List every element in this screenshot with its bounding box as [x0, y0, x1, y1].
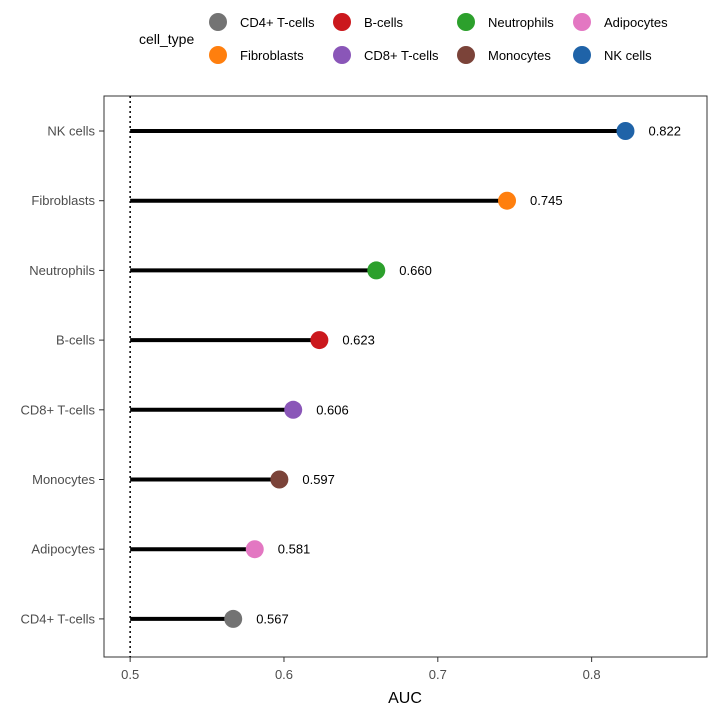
- data-label: 0.745: [530, 193, 563, 208]
- data-label: 0.581: [278, 542, 311, 557]
- legend-label: CD4+ T-cells: [240, 15, 315, 30]
- data-point: [367, 261, 386, 280]
- legend-label: Fibroblasts: [240, 48, 304, 63]
- data-point: [284, 400, 303, 419]
- legend-label: CD8+ T-cells: [364, 48, 439, 63]
- data-label: 0.606: [316, 402, 349, 417]
- data-point: [224, 609, 243, 628]
- legend-key: [333, 46, 351, 64]
- data-point: [310, 331, 329, 350]
- plot-panel: [103, 95, 708, 658]
- data-label: 0.567: [256, 611, 289, 626]
- legend-label: NK cells: [604, 48, 652, 63]
- legend-title: cell_type: [139, 31, 194, 47]
- x-tick-label: 0.6: [275, 667, 293, 682]
- legend: cell_type CD4+ T-cells B-cells Neutrophils…: [139, 13, 668, 64]
- y-tick-label: Fibroblasts: [31, 193, 95, 208]
- x-tick-label: 0.5: [121, 667, 139, 682]
- x-tick-label: 0.7: [429, 667, 447, 682]
- y-tick-label: B-cells: [56, 333, 96, 348]
- data-label: 0.660: [399, 263, 432, 278]
- data-label: 0.597: [302, 472, 335, 487]
- legend-key: [573, 46, 591, 64]
- y-tick-label: CD4+ T-cells: [20, 611, 95, 626]
- data-label: 0.822: [648, 124, 681, 139]
- y-axis: NK cells Fibroblasts Neutrophils B-cells CD8…: [20, 124, 104, 626]
- data-point: [498, 191, 517, 210]
- data-point: [270, 470, 289, 489]
- legend-key: [457, 13, 475, 31]
- x-axis: 0.5 0.6 0.7 0.8: [121, 657, 601, 682]
- legend-key: [457, 46, 475, 64]
- y-tick-label: Monocytes: [32, 472, 95, 487]
- legend-key: [209, 46, 227, 64]
- data-point: [245, 540, 264, 559]
- y-tick-label: Neutrophils: [29, 263, 95, 278]
- y-tick-label: CD8+ T-cells: [20, 402, 95, 417]
- y-tick-label: NK cells: [47, 124, 95, 139]
- legend-label: Neutrophils: [488, 15, 554, 30]
- legend-key: [333, 13, 351, 31]
- y-tick-label: Adipocytes: [31, 542, 95, 557]
- x-tick-label: 0.8: [583, 667, 601, 682]
- data-label: 0.623: [342, 333, 375, 348]
- legend-key: [209, 13, 227, 31]
- data-point: [616, 122, 635, 140]
- legend-label: Monocytes: [488, 48, 551, 63]
- x-axis-title: AUC: [388, 690, 422, 707]
- legend-key: [573, 13, 591, 31]
- legend-label: B-cells: [364, 15, 404, 30]
- legend-label: Adipocytes: [604, 15, 668, 30]
